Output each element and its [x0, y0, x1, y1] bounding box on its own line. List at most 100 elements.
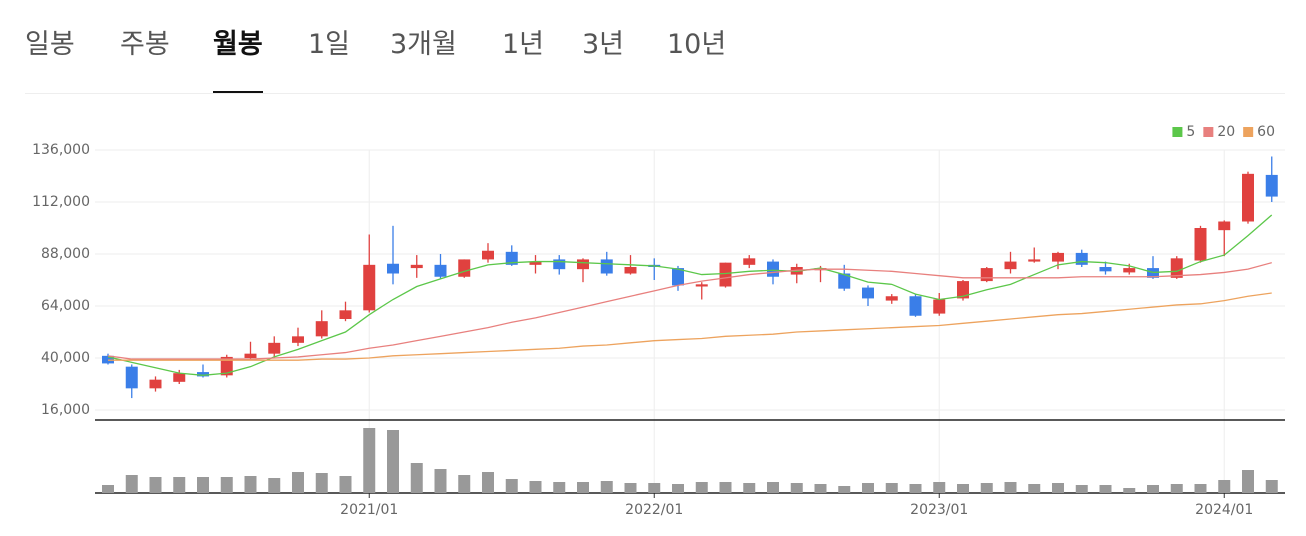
volume-bar: [363, 428, 376, 493]
y-tick-label: 112,000: [32, 194, 90, 210]
tab-separator: [25, 93, 1285, 94]
period-tab[interactable]: 10년: [667, 29, 727, 60]
period-tab[interactable]: 3년: [582, 29, 625, 60]
candle-body: [458, 259, 471, 277]
volume-bar: [410, 463, 423, 493]
volume-bar: [482, 472, 494, 493]
volume-bar: [909, 484, 922, 493]
candle-body: [244, 353, 257, 358]
legend-label: 5: [1186, 124, 1195, 140]
volume-bar: [1123, 488, 1136, 493]
volume-bar: [292, 472, 304, 493]
active-underline: [213, 91, 263, 93]
volume-bar: [648, 483, 661, 493]
candle-body: [149, 379, 162, 389]
period-tab[interactable]: 일봉: [25, 29, 75, 60]
y-tick-label: 40,000: [41, 350, 90, 366]
x-tick-label: 2024/01: [1195, 502, 1253, 518]
candle-body: [363, 264, 376, 311]
legend-label: 20: [1217, 124, 1235, 140]
volume-bar: [743, 483, 756, 493]
candle-body: [862, 287, 874, 299]
volume-bar: [1052, 483, 1064, 493]
volume-bar: [315, 473, 328, 493]
period-tab[interactable]: 월봉: [213, 29, 263, 60]
candle-body: [268, 342, 281, 354]
volume-bar: [1265, 480, 1278, 493]
period-tab[interactable]: 3개월: [390, 29, 457, 60]
candle-body: [1052, 252, 1064, 262]
x-tick-label: 2021/01: [340, 502, 398, 518]
candle-body: [125, 366, 138, 389]
volume-bar: [244, 476, 257, 493]
candle-body: [1123, 268, 1136, 273]
candle-body: [197, 372, 209, 377]
candle-body: [529, 261, 542, 265]
candle-body: [339, 310, 352, 319]
period-tab[interactable]: 주봉: [120, 29, 170, 60]
volume-bar: [339, 476, 352, 493]
volume-bar: [1218, 480, 1231, 493]
candle-body: [838, 273, 851, 289]
volume-bar: [102, 485, 114, 493]
volume-bar: [505, 479, 518, 493]
legend-swatch: [1172, 127, 1183, 137]
legend-swatch: [1203, 127, 1214, 137]
volume-bar: [1028, 484, 1041, 493]
volume-bar: [125, 475, 138, 493]
candle-body: [505, 251, 518, 265]
candle-body: [767, 261, 779, 277]
candle-body: [434, 264, 447, 277]
candle-body: [553, 259, 566, 270]
volume-bar: [672, 484, 684, 493]
candle-body: [600, 259, 613, 274]
legend-swatch: [1243, 127, 1254, 137]
volume-bar: [220, 477, 233, 493]
candle-body: [672, 268, 684, 286]
x-tick-label: 2022/01: [625, 502, 683, 518]
volume-bar: [600, 481, 613, 493]
volume-bar: [862, 483, 874, 493]
volume-bar: [1099, 485, 1112, 493]
candle-body: [1075, 252, 1088, 265]
candle-body: [719, 262, 732, 287]
volume-bar: [1170, 484, 1183, 493]
ma-line: [107, 214, 1273, 376]
candle-body: [909, 296, 922, 316]
legend-label: 60: [1257, 124, 1275, 140]
x-tick-label: 2023/01: [910, 502, 968, 518]
volume-bar: [957, 484, 969, 493]
volume-bar: [838, 486, 851, 493]
volume-bar: [624, 483, 637, 493]
volume-bar: [1075, 485, 1088, 493]
y-tick-label: 64,000: [41, 298, 90, 314]
volume-bar: [268, 478, 281, 493]
y-tick-label: 136,000: [32, 142, 90, 158]
volume-bar: [458, 475, 471, 493]
candle-body: [1170, 258, 1183, 278]
ma-line: [107, 262, 1272, 360]
period-tab[interactable]: 1년: [502, 29, 545, 60]
period-tab[interactable]: 1일: [308, 29, 351, 60]
volume-bar: [553, 482, 566, 493]
candle-body: [1028, 259, 1041, 262]
volume-bar: [719, 482, 732, 493]
volume-bar: [1242, 470, 1254, 493]
candle-body: [1265, 174, 1278, 197]
volume-bar: [695, 482, 708, 493]
candle-body: [1004, 261, 1017, 270]
volume-bar: [149, 477, 162, 493]
y-tick-label: 88,000: [41, 246, 90, 262]
candle-body: [695, 284, 708, 287]
candle-body: [315, 321, 328, 337]
candle-body: [1242, 173, 1254, 222]
candle-body: [387, 263, 399, 274]
volume-bar: [434, 469, 447, 493]
volume-bar: [387, 430, 399, 493]
candle-body: [410, 264, 423, 269]
candle-body: [1194, 228, 1207, 261]
volume-bar: [173, 477, 186, 493]
candle-body: [173, 373, 186, 382]
